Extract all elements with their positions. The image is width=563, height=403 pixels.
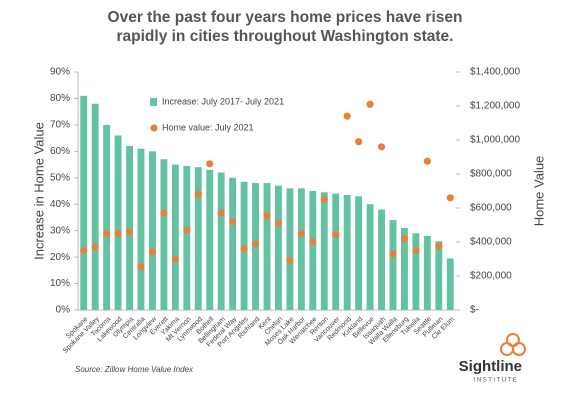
y-tick-label: 30% (50, 225, 70, 236)
point (91, 243, 99, 251)
y-tick-label: 0% (56, 305, 71, 316)
bar (412, 233, 420, 310)
point (320, 195, 328, 204)
point (377, 143, 386, 151)
point (297, 229, 305, 238)
bar (378, 209, 385, 310)
y-tick-label: 20% (50, 252, 70, 263)
point (148, 248, 157, 256)
bar (435, 241, 443, 310)
bar (149, 151, 156, 310)
bar (332, 193, 340, 310)
point (183, 226, 191, 234)
point (240, 245, 248, 253)
y-tick-label: 60% (50, 146, 70, 157)
y-tick-label: 80% (50, 93, 70, 104)
point (400, 235, 409, 243)
legend-swatch (150, 124, 158, 132)
y2-axis-label: Home Value (531, 156, 546, 227)
bar (171, 164, 179, 310)
y2-tick-label: $600,000 (470, 203, 512, 214)
bar (401, 228, 408, 310)
point (171, 255, 179, 263)
y-tick-label: 90% (50, 67, 70, 78)
bar (355, 196, 363, 310)
bar (217, 172, 225, 310)
point (103, 229, 111, 238)
bar (286, 188, 294, 310)
point (332, 230, 340, 238)
y2-tick-label: $200,000 (470, 271, 512, 282)
bar (206, 169, 214, 310)
bar (263, 183, 271, 310)
point (263, 212, 271, 220)
y-tick-label: 70% (50, 120, 70, 131)
bar (309, 191, 317, 310)
y2-tick-label: $800,000 (470, 169, 512, 180)
point (217, 209, 225, 217)
bar (229, 177, 237, 310)
bar (91, 103, 99, 310)
y2-tick-label: $- (470, 305, 479, 316)
point (125, 228, 134, 236)
point (446, 194, 454, 202)
point (286, 257, 294, 265)
point (423, 157, 431, 165)
legend-label: Home value: July 2021 (162, 122, 254, 132)
legend-swatch (150, 98, 157, 106)
bar (137, 148, 145, 310)
point (194, 190, 202, 198)
bar (446, 258, 454, 310)
bar (343, 194, 351, 310)
bar (103, 124, 111, 310)
point (274, 219, 283, 227)
bar (194, 167, 202, 310)
logo-icon (500, 333, 526, 356)
bar (275, 185, 282, 310)
point (137, 263, 145, 271)
point (366, 100, 374, 108)
logo-sub: INSTITUTE (474, 378, 519, 384)
point (389, 250, 397, 258)
point (160, 209, 168, 217)
y2-tick-label: $1,000,000 (470, 135, 520, 146)
bar (114, 135, 122, 310)
point (412, 246, 420, 255)
logo-name: Sightline (459, 358, 522, 375)
chart-title: Over the past four years home prices hav… (107, 9, 463, 45)
bar (183, 165, 191, 310)
point (80, 246, 88, 255)
point (229, 218, 237, 226)
y-tick-label: 10% (50, 278, 70, 289)
bar (160, 159, 168, 310)
y-tick-label: 40% (50, 199, 70, 210)
y-axis-label: Increase in Home Value (31, 122, 46, 260)
y2-tick-label: $400,000 (470, 237, 512, 248)
source: Source: Zillow Home Value Index (75, 365, 194, 374)
point (309, 238, 317, 246)
bar (126, 146, 133, 310)
y-tick-label: 50% (50, 172, 70, 183)
bar (389, 220, 397, 310)
legend-label: Increase: July 2017- July 2021 (162, 96, 284, 106)
bar (320, 192, 328, 310)
bar (297, 188, 305, 310)
point (355, 138, 363, 146)
point (251, 240, 260, 248)
point (435, 242, 443, 250)
bar (80, 95, 88, 310)
point (206, 160, 214, 168)
bar (423, 235, 431, 310)
point (343, 112, 351, 120)
y2-tick-label: $1,400,000 (470, 67, 520, 78)
bar (366, 204, 374, 310)
y2-tick-label: $1,200,000 (470, 101, 520, 112)
point (114, 229, 122, 238)
